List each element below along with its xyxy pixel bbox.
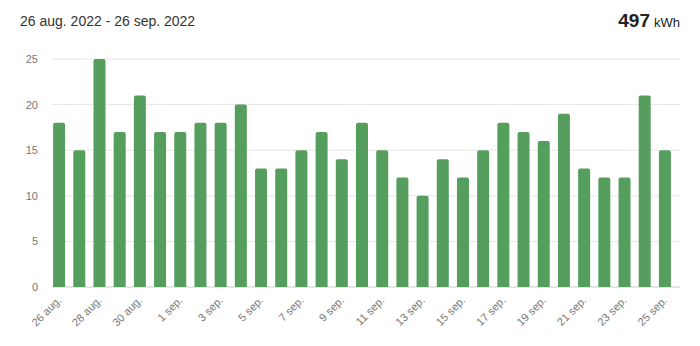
bar (174, 132, 186, 287)
bar (396, 178, 408, 287)
x-tick-label: 28 aug. (69, 294, 103, 328)
bar (356, 123, 368, 287)
bar (316, 132, 328, 287)
x-tick-label: 25 sep. (635, 294, 669, 328)
y-tick-label: 25 (26, 53, 38, 65)
bar (215, 123, 227, 287)
bar (538, 141, 550, 287)
y-tick-label: 0 (32, 281, 38, 293)
x-tick-label: 26 aug. (29, 294, 63, 328)
grid-line (52, 104, 680, 105)
bar (154, 132, 166, 287)
x-tick-label: 11 sep. (353, 294, 386, 327)
x-tick-label: 17 sep. (474, 294, 508, 328)
bar (437, 159, 449, 287)
bar (518, 132, 530, 287)
bar (255, 168, 267, 287)
bar (376, 150, 388, 287)
x-tick-label: 1 sep. (155, 294, 185, 324)
bar (477, 150, 489, 287)
total: 497 kWh (618, 10, 680, 31)
grid-line (52, 59, 680, 60)
bar (659, 150, 671, 287)
bar (295, 150, 307, 287)
bar (114, 132, 126, 287)
bar (53, 123, 65, 287)
x-tick-label: 19 sep. (514, 294, 548, 328)
y-tick-label: 5 (32, 235, 38, 247)
total-value: 497 (618, 10, 650, 31)
x-tick-label: 3 sep. (195, 294, 225, 324)
bar (639, 95, 651, 287)
y-tick-label: 15 (26, 144, 38, 156)
bar (457, 178, 469, 287)
x-tick-label: 21 sep. (555, 294, 589, 328)
bar (497, 123, 509, 287)
bar (235, 105, 247, 287)
bar (134, 95, 146, 287)
y-axis: 0 5 10 15 20 25 (26, 53, 680, 293)
x-tick-label: 9 sep. (317, 294, 347, 324)
y-tick-label: 10 (26, 190, 38, 202)
bar (619, 178, 631, 287)
bar (73, 150, 85, 287)
y-tick-label: 20 (26, 99, 38, 111)
title: 26 aug. 2022 - 26 sep. 2022 (20, 13, 195, 29)
x-tick-label: 23 sep. (595, 294, 629, 328)
x-tick-label: 13 sep. (393, 294, 427, 328)
bar (598, 178, 610, 287)
bar (417, 196, 429, 287)
bar (578, 168, 590, 287)
bars (53, 59, 671, 287)
x-tick-label: 30 aug. (110, 294, 144, 328)
bar (558, 114, 570, 287)
x-axis: 26 aug.28 aug.30 aug. 1 sep. 3 sep. 5 sep. 7… (29, 294, 669, 328)
x-tick-label: 5 sep. (236, 294, 266, 324)
x-tick-label: 15 sep. (433, 294, 467, 328)
bar (275, 168, 287, 287)
x-tick-label: 7 sep. (276, 294, 306, 324)
total-unit: kWh (654, 15, 680, 30)
chart: 26 aug. 2022 - 26 sep. 2022 497 kWh 0 5 10 15 2… (0, 0, 700, 346)
bar (194, 123, 206, 287)
bar (336, 159, 348, 287)
bar (93, 59, 105, 287)
